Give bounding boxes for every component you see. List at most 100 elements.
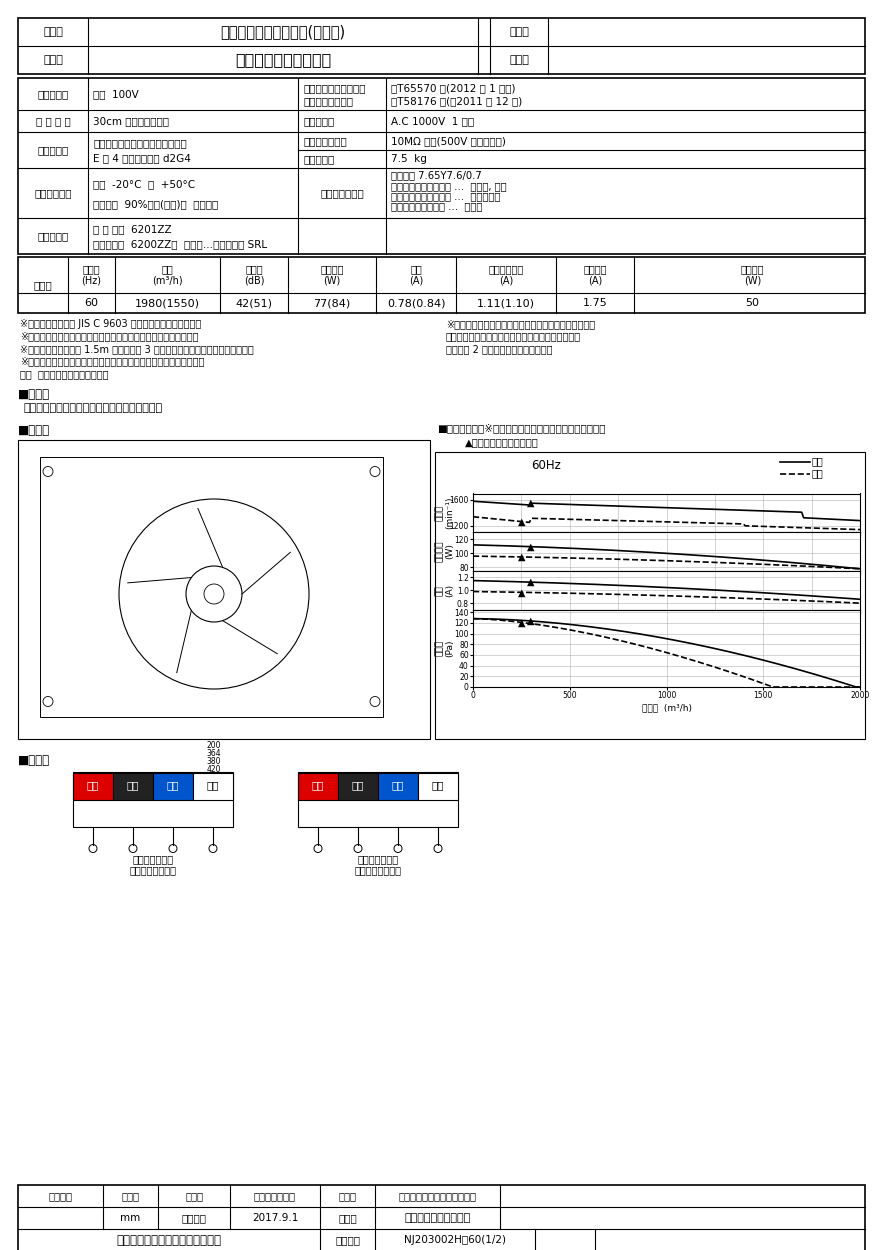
Text: 消費電力
(W): 消費電力 (W) [321, 264, 343, 286]
Text: 0.78(0.84): 0.78(0.84) [387, 298, 445, 308]
Text: ▲: ▲ [527, 616, 535, 626]
Text: シロ: シロ [432, 780, 444, 790]
Text: 1.75: 1.75 [583, 298, 608, 308]
Text: 消費電力
(W): 消費電力 (W) [435, 541, 455, 562]
Text: 使用周囲条件: 使用周囲条件 [34, 188, 72, 198]
Text: 羽 根 形 式: 羽 根 形 式 [35, 116, 71, 126]
Text: 特　性: 特 性 [34, 280, 52, 290]
Text: A.C 1000V  1 分間: A.C 1000V 1 分間 [391, 116, 474, 126]
Bar [193, 772, 233, 800]
Text: アクリル塗装　　　 …  モータ: アクリル塗装 … モータ [391, 201, 482, 211]
Text: 質　　　量: 質 量 [303, 154, 335, 164]
Text: 30cm 金属製軸流羽根: 30cm 金属製軸流羽根 [93, 116, 169, 126]
Text: 品　名: 品 名 [338, 1191, 357, 1201]
Bar [40, 456, 383, 716]
Text: ＥＦ－３０ＢＳＤ－Ｖ: ＥＦ－３０ＢＳＤ－Ｖ [404, 1212, 471, 1222]
Text: ポリエステル粉体塗装 …  取付足, 羽根: ポリエステル粉体塗装 … 取付足, 羽根 [391, 181, 507, 191]
Bar [18, 1185, 865, 1250]
Text: ■結線図: ■結線図 [18, 754, 50, 766]
Text: 風量
(m³/h): 風量 (m³/h) [152, 264, 183, 286]
Bar [18, 258, 865, 312]
Text: 電流
(A): 電流 (A) [409, 264, 423, 286]
Text: ※風量・消費電力は JIS C 9603 に基づき測定した値です。: ※風量・消費電力は JIS C 9603 に基づき測定した値です。 [20, 319, 201, 329]
Bar [113, 772, 153, 800]
Bar [298, 771, 458, 826]
Bar [378, 772, 418, 800]
Text: ＥＦ－３０ＢＳＤ－Ｖ: ＥＦ－３０ＢＳＤ－Ｖ [235, 52, 331, 68]
Bar [418, 772, 458, 800]
X-axis label: 風　量  (m³/h): 風 量 (m³/h) [642, 703, 691, 712]
Text: 200: 200 [207, 740, 222, 750]
Text: ▲: ▲ [517, 516, 525, 526]
Text: ▲: ▲ [517, 618, 525, 628]
Text: 静　圧
(Pa): 静 圧 (Pa) [435, 640, 455, 658]
Text: ■お願い: ■お願い [18, 388, 50, 400]
Text: mm: mm [120, 1212, 140, 1222]
Text: シロ: シロ [207, 780, 219, 790]
Bar [18, 440, 430, 739]
Text: 7.5  kg: 7.5 kg [391, 154, 426, 164]
Text: 単　位: 単 位 [122, 1191, 140, 1201]
Text: ※公称出力はおよその目安です。ブレーカや過負荷保護: ※公称出力はおよその目安です。ブレーカや過負荷保護 [446, 319, 595, 329]
Text: ▲: ▲ [517, 588, 525, 598]
Text: 77(84): 77(84) [313, 298, 351, 308]
Text: 給気: 給気 [812, 469, 824, 479]
Text: 回転数
(min⁻¹): 回転数 (min⁻¹) [435, 496, 455, 529]
Text: ▲: ▲ [527, 499, 535, 509]
Text: 50: 50 [745, 298, 759, 308]
Bar [435, 451, 865, 739]
Text: マンセル 7.65Y7.6/0.7: マンセル 7.65Y7.6/0.7 [391, 170, 482, 180]
Text: ２ページ目の注意事項を必ずご参照ください。: ２ページ目の注意事項を必ずご参照ください。 [24, 404, 163, 414]
Text: 420: 420 [207, 765, 222, 774]
Text: 尺　度: 尺 度 [185, 1191, 203, 1201]
Text: 形　名: 形 名 [338, 1212, 357, 1222]
Text: ▲印より右が使用可能範囲: ▲印より右が使用可能範囲 [465, 438, 539, 448]
Text: 耐圧防爆形コンデンサ誘導電動機: 耐圧防爆形コンデンサ誘導電動機 [93, 139, 186, 149]
Text: 電流
(A): 電流 (A) [435, 584, 455, 596]
Text: ■特性曲線図　※風量はオリフィスチャンバー法による。: ■特性曲線図 ※風量はオリフィスチャンバー法による。 [437, 424, 606, 434]
Text: 整理番号: 整理番号 [335, 1235, 360, 1245]
Text: 端子箱より見て
右回転（給気時）: 端子箱より見て 右回転（給気時） [354, 854, 402, 875]
Text: 排気: 排気 [812, 456, 824, 466]
Text: 産業用有圧換気扇（防爆形）: 産業用有圧換気扇（防爆形） [398, 1191, 477, 1201]
Text: クロ: クロ [351, 780, 365, 790]
Text: 2017.9.1: 2017.9.1 [252, 1212, 298, 1222]
Text: 第T65570 号(2012 年 1 月～): 第T65570 号(2012 年 1 月～) [391, 84, 516, 94]
Text: NJ203002H－60(1/2): NJ203002H－60(1/2) [404, 1235, 506, 1245]
Text: （  ）表示は給気時の値です。: （ ）表示は給気時の値です。 [20, 369, 109, 379]
Text: ※「騒音」「消費電力」「電流」の値はフリーエアー時の値です。: ※「騒音」「消費電力」「電流」の値はフリーエアー時の値です。 [20, 331, 199, 341]
Bar [73, 771, 233, 826]
Bar [153, 772, 193, 800]
Text: 負 荷 側　  6201ZZ: 負 荷 側 6201ZZ [93, 225, 171, 235]
Text: 10MΩ 以上(500V 絶縁抵抗計): 10MΩ 以上(500V 絶縁抵抗計) [391, 136, 506, 146]
Text: 端子箱より見て
左回転（排気時）: 端子箱より見て 左回転（排気時） [130, 854, 177, 875]
Text: 周波数
(Hz): 周波数 (Hz) [81, 264, 102, 286]
Text: ▲: ▲ [517, 552, 525, 562]
Bar [338, 772, 378, 800]
Text: アカ: アカ [87, 780, 99, 790]
Text: アオ: アオ [167, 780, 179, 790]
Text: 第３角法: 第３角法 [49, 1191, 72, 1201]
Text: 相対湿度  90%以下(常温)　  屋内使用: 相対湿度 90%以下(常温) 屋内使用 [93, 199, 218, 209]
Text: 防爆構造電気機械器具: 防爆構造電気機械器具 [303, 84, 366, 94]
Bar [298, 772, 338, 800]
Text: ※騒音は正面と側面に 1.5m 離れた地点 3 点を無響室にて測定した平均値です。: ※騒音は正面と側面に 1.5m 離れた地点 3 点を無響室にて測定した平均値です… [20, 344, 253, 354]
Text: アカ: アカ [312, 780, 324, 790]
Text: 形　名: 形 名 [43, 55, 63, 65]
Bar [18, 18, 865, 74]
Text: 記　号: 記 号 [509, 55, 529, 65]
Text: 42(51): 42(51) [236, 298, 273, 308]
Text: 装置の選定は最大負荷電流値で選定してください。: 装置の選定は最大負荷電流値で選定してください。 [446, 331, 581, 341]
Text: 温度  -20°C  ～  +50°C: 温度 -20°C ～ +50°C [93, 179, 195, 189]
Text: 電　　　源: 電 源 [37, 89, 69, 99]
Text: 364: 364 [207, 749, 222, 758]
Text: 耐　電　圧: 耐 電 圧 [303, 116, 335, 126]
Text: ■外形図: ■外形図 [18, 424, 50, 436]
Text: ※この商品は羽根の付換えと結線の変更により給気で使用できます。: ※この商品は羽根の付換えと結線の変更により給気で使用できます。 [20, 356, 204, 366]
Text: ▲: ▲ [527, 541, 535, 551]
Text: 1980(1550): 1980(1550) [135, 298, 200, 308]
Text: 三菱産業用有圧換気扇(防爆形): 三菱産業用有圧換気扇(防爆形) [221, 25, 345, 40]
Text: 公称出力
(W): 公称出力 (W) [741, 264, 765, 286]
Text: 電動機形式: 電動機形式 [37, 145, 69, 155]
Text: 最大負荷電流
(A): 最大負荷電流 (A) [488, 264, 524, 286]
